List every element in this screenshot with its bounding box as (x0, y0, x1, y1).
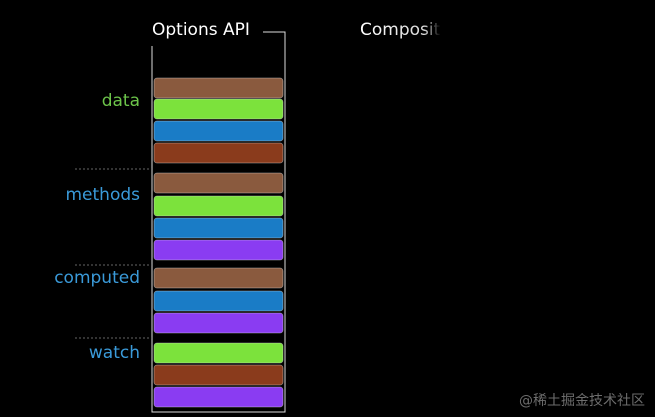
composition-title: Composit (360, 20, 441, 40)
options-title: Options API (152, 20, 250, 40)
option-block (153, 267, 284, 289)
group-label: data (102, 91, 140, 111)
option-block (153, 342, 284, 364)
option-block (153, 120, 284, 142)
option-block (153, 172, 284, 194)
option-block (153, 386, 284, 408)
option-block (153, 98, 284, 120)
watermark: @稀土掘金技术社区 (519, 393, 645, 409)
option-block (153, 142, 284, 164)
option-block (153, 312, 284, 334)
option-block (153, 77, 284, 99)
option-block (153, 364, 284, 386)
option-block (153, 195, 284, 217)
options-frame (151, 31, 286, 413)
group-label: watch (89, 343, 140, 363)
option-block (153, 290, 284, 312)
option-block (153, 217, 284, 239)
option-block (153, 239, 284, 261)
group-label: methods (65, 185, 140, 205)
group-label: computed (54, 268, 140, 288)
